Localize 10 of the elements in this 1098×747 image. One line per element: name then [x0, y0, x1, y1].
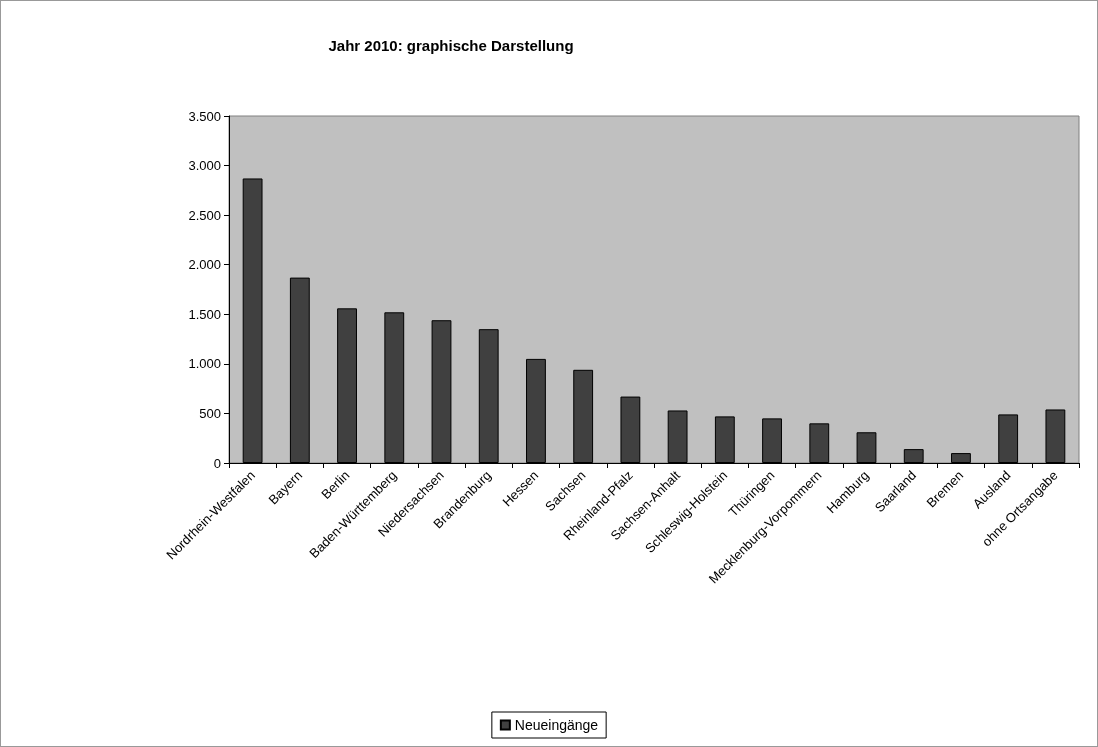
y-tick-label: 1.500 — [188, 306, 221, 322]
y-tick-label: 3.000 — [188, 158, 221, 174]
y-tick-label: 2.500 — [188, 207, 221, 223]
y-tick-label: 500 — [199, 405, 221, 421]
y-tick-label: 1.000 — [188, 356, 221, 372]
y-tick-label: 0 — [213, 455, 221, 471]
legend-label: Neueingänge — [514, 717, 599, 733]
chart-title: Jahr 2010: graphische Darstellung — [328, 37, 574, 54]
y-tick-label: 3.500 — [188, 108, 221, 124]
y-tick-label: 2.000 — [188, 257, 221, 273]
